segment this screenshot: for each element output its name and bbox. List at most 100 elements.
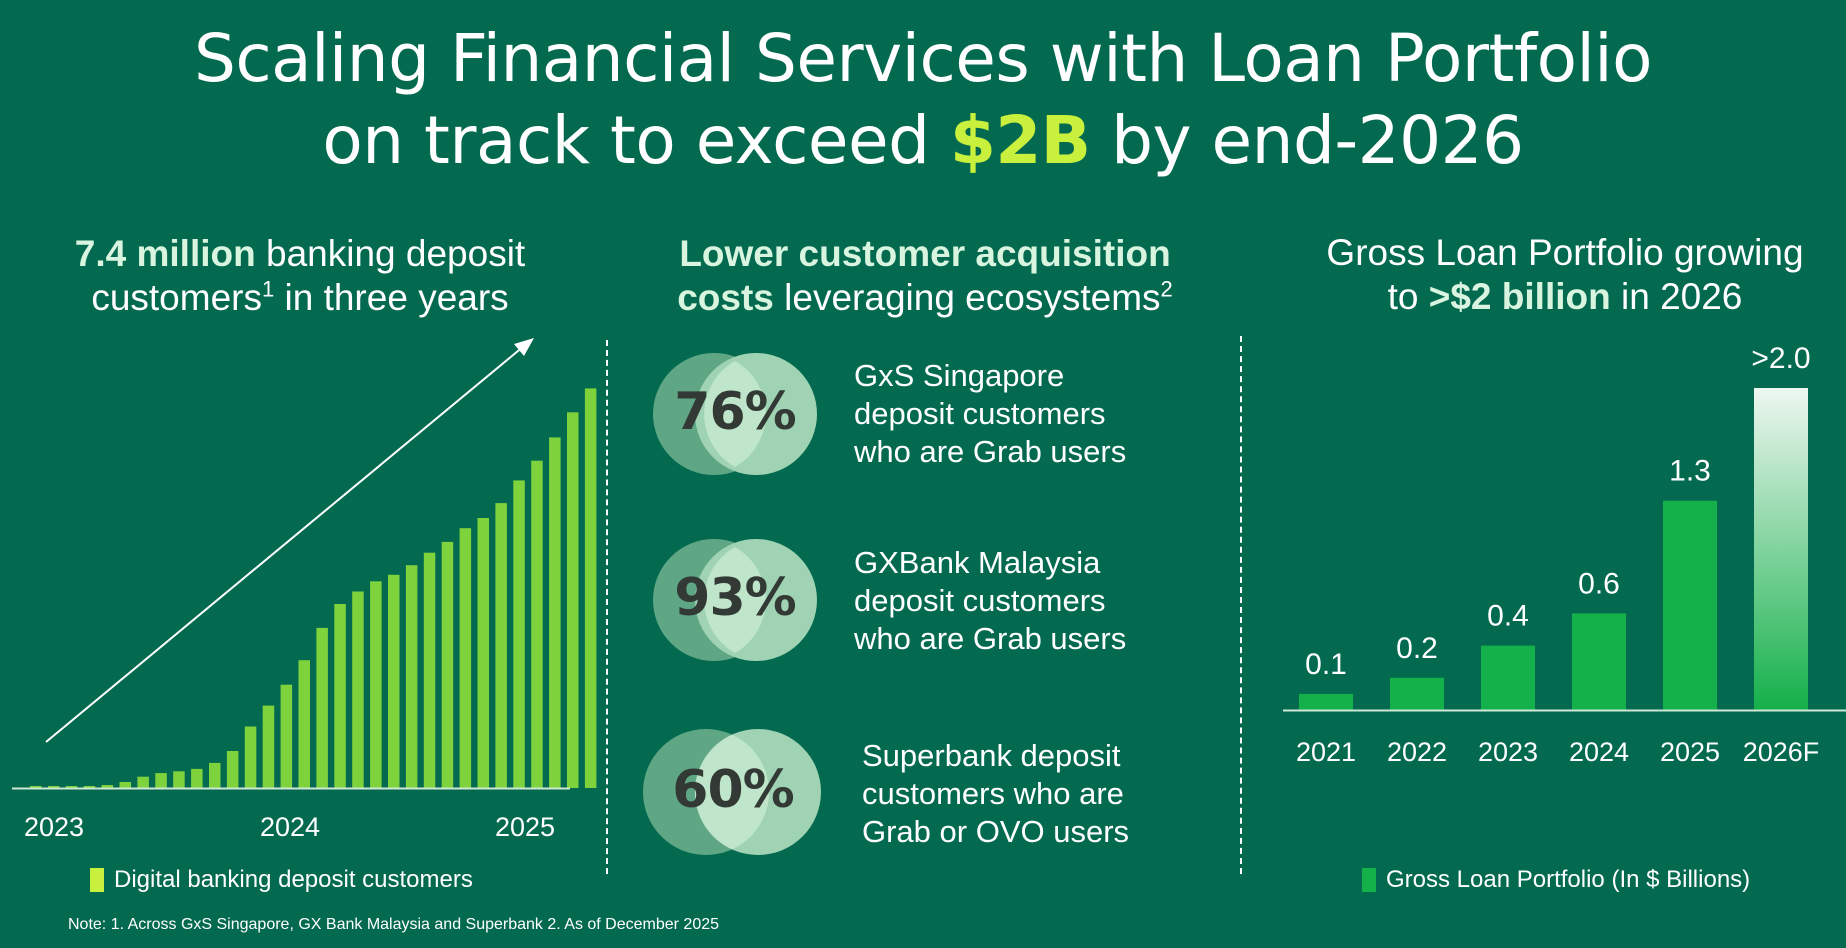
stat-line: deposit customers: [854, 396, 1106, 431]
customer-bar: [370, 581, 382, 788]
customer-bar: [244, 726, 257, 788]
loan-bar: [1299, 693, 1353, 710]
customer-bar: [567, 412, 579, 788]
left-heading-line-2-text: customers: [91, 277, 262, 318]
loan-bar: [1754, 388, 1808, 710]
customer-bar: [477, 518, 489, 788]
customer-bar: [191, 768, 203, 788]
title-line-1: Scaling Financial Services with Loan Por…: [193, 20, 1653, 97]
left-x-tick: 2025: [494, 812, 556, 842]
footnote-marker-2: 2: [1160, 276, 1173, 302]
loan-value-label: 0.4: [1487, 600, 1529, 633]
right-legend: Gross Loan Portfolio (In $ Billions): [1362, 866, 1750, 894]
customer-bar: [226, 751, 239, 788]
loan-x-tick: 2024: [1569, 737, 1629, 767]
title-line-2-pre: on track to exceed: [322, 102, 950, 179]
middle-heading-bold-2: costs: [677, 277, 774, 318]
right-heading: Gross Loan Portfolio growing to >$2 bill…: [1262, 231, 1846, 319]
middle-heading-line-2: costs leveraging ecosystems2: [610, 276, 1240, 320]
loan-portfolio-chart: 0.1 2021 0.2 2022 0.4 2023 0.6 2024 1.3 2025 >2.0 2…: [1283, 342, 1846, 767]
loan-bar: [1390, 677, 1444, 710]
title-highlight: $2B: [949, 102, 1091, 179]
customer-bar: [155, 773, 167, 788]
growth-arrow-line: [45, 345, 525, 743]
customer-bar: [65, 786, 78, 788]
stat-value: 76%: [674, 382, 796, 442]
left-x-tick: 2023: [23, 812, 85, 842]
customer-bar: [459, 528, 472, 788]
loan-x-tick: 2023: [1478, 737, 1538, 767]
loan-x-tick: 2026F: [1743, 737, 1820, 767]
stat-value: 93%: [674, 568, 796, 628]
loan-value-label: 0.6: [1578, 567, 1620, 600]
customer-bar: [137, 776, 149, 788]
customer-bar: [119, 782, 131, 788]
divider-left: [606, 340, 608, 874]
customer-bar: [298, 660, 310, 788]
right-heading-line-2: to >$2 billion in 2026: [1262, 275, 1846, 319]
loan-value-label: 0.2: [1396, 632, 1438, 665]
stat-description: Superbank deposit customers who are Grab…: [862, 737, 1129, 851]
venn-icon: [653, 539, 817, 661]
customer-bar: [47, 786, 60, 788]
middle-heading: Lower customer acquisition costs leverag…: [610, 232, 1240, 320]
middle-heading-bold-1: Lower customer acquisition: [679, 233, 1171, 274]
right-heading-post: in 2026: [1610, 276, 1743, 317]
left-heading-line-1: 7.4 million banking deposit: [0, 232, 600, 276]
customer-bar: [441, 541, 454, 788]
stat-line: who are Grab users: [854, 621, 1127, 656]
page-title: Scaling Financial Services with Loan Por…: [0, 18, 1846, 182]
customer-bar: [549, 437, 561, 788]
stat-line: customers who are: [862, 776, 1124, 811]
footnote-marker-1: 1: [261, 276, 275, 302]
right-legend-label: Gross Loan Portfolio (In $ Billions): [1386, 866, 1751, 893]
venn-overlap: [704, 547, 766, 653]
loan-value-label: 1.3: [1669, 455, 1711, 488]
stat-line: who are Grab users: [854, 434, 1127, 469]
customer-bar: [388, 574, 400, 788]
customer-bar: [101, 785, 114, 788]
loan-x-tick: 2025: [1660, 737, 1720, 767]
loan-x-tick: 2022: [1387, 737, 1447, 767]
customer-bar: [280, 684, 293, 788]
customer-bar: [262, 705, 275, 788]
divider-right: [1240, 336, 1242, 874]
stat-line: Superbank deposit: [862, 738, 1121, 773]
footnote: Note: 1. Across GxS Singapore, GX Bank M…: [68, 916, 720, 933]
customer-bar: [531, 460, 543, 788]
left-heading-line-2: customers1 in three years: [0, 276, 600, 320]
right-heading-pre: to: [1387, 276, 1429, 317]
left-x-tick: 2024: [259, 812, 321, 842]
venn-icon: [643, 729, 821, 855]
right-legend-swatch: [1362, 868, 1376, 892]
customer-bar: [30, 786, 42, 788]
venn-icon: [653, 353, 817, 475]
stat-line: GxS Singapore: [854, 358, 1065, 393]
customer-bar: [423, 552, 436, 788]
stat-description: GxS Singapore deposit customers who are …: [854, 357, 1126, 471]
customer-growth-chart: [12, 338, 597, 790]
right-heading-bold: >$2 billion: [1428, 276, 1611, 317]
loan-value-label: >2.0: [1751, 342, 1810, 375]
title-line-2-post: by end-2026: [1090, 102, 1524, 179]
loan-bar: [1663, 500, 1717, 710]
left-heading-rest-2: in three years: [274, 277, 509, 318]
stat-value: 60%: [672, 760, 794, 820]
venn-overlap: [694, 734, 770, 850]
loan-bar: [1481, 645, 1535, 710]
venn-overlap: [704, 361, 766, 467]
left-heading-rest-1: banking deposit: [255, 233, 526, 274]
right-heading-line-1: Gross Loan Portfolio growing: [1326, 232, 1804, 273]
left-heading: 7.4 million banking deposit customers1 i…: [0, 232, 600, 320]
loan-bar: [1572, 613, 1626, 710]
customer-bar: [83, 786, 96, 788]
left-legend: Digital banking deposit customers: [90, 866, 473, 894]
customer-bar: [352, 591, 364, 788]
customer-bar: [316, 627, 328, 788]
middle-heading-rest: leveraging ecosystems: [773, 277, 1161, 318]
loan-x-tick: 2021: [1296, 737, 1356, 767]
customer-bar: [584, 388, 597, 788]
loan-value-label: 0.1: [1305, 648, 1347, 681]
title-line-2: on track to exceed $2B by end-2026: [0, 100, 1846, 182]
customer-bar: [495, 503, 507, 788]
